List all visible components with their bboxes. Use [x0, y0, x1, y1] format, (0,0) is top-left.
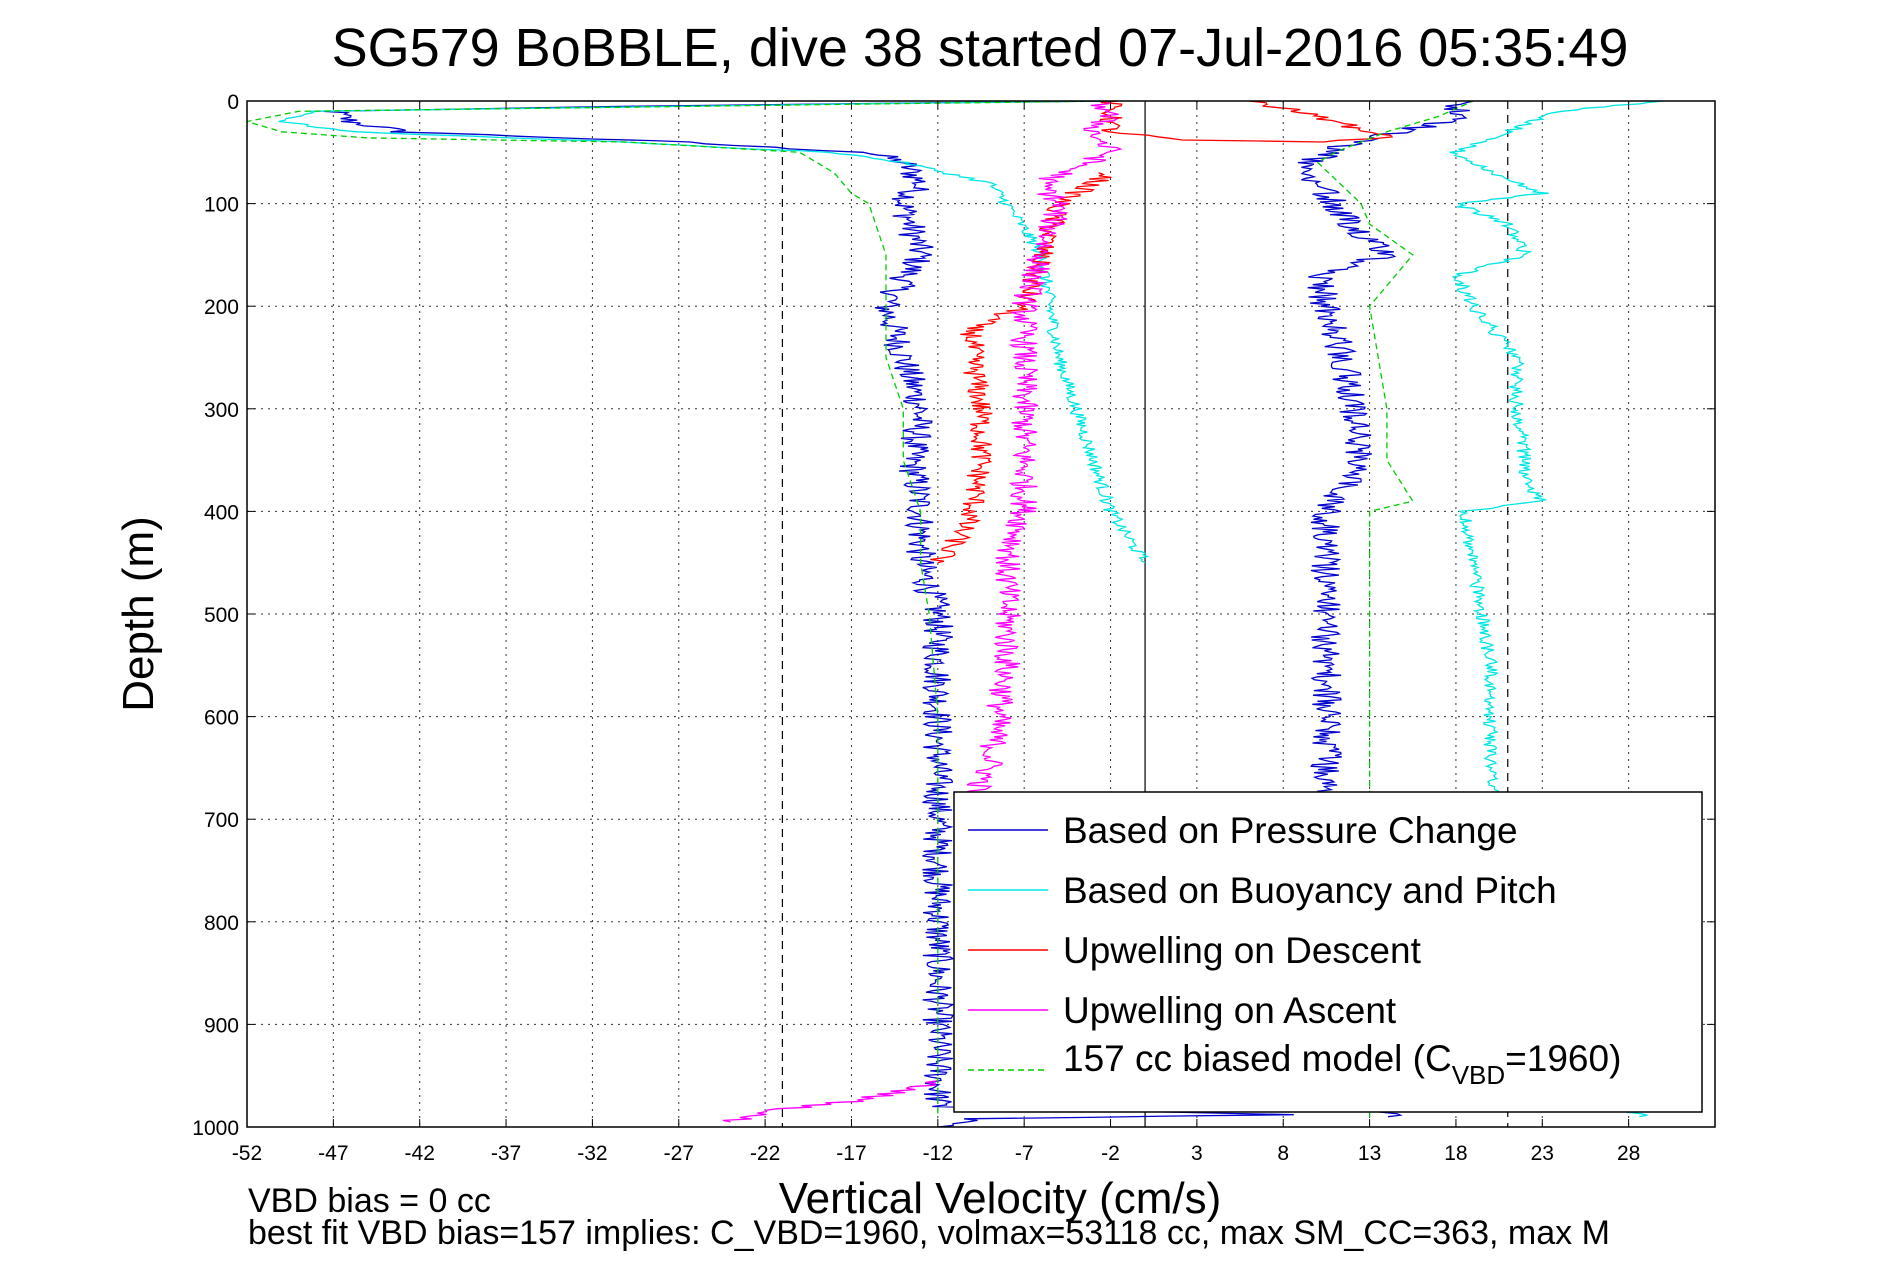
- series-line-2-1: [930, 172, 1112, 564]
- x-axis-label: Vertical Velocity (cm/s): [779, 1174, 1222, 1223]
- legend-label-pressure: Based on Pressure Change: [1063, 810, 1518, 851]
- y-axis-label: Depth (m): [114, 516, 163, 712]
- series-line-1-0: [278, 101, 1150, 564]
- x-tick-label-10: -2: [1101, 1142, 1120, 1165]
- y-tick-label-2: 200: [204, 296, 239, 319]
- y-tick-label-4: 400: [204, 501, 239, 524]
- y-tick-label-9: 900: [204, 1014, 239, 1037]
- x-tick-label-7: -17: [836, 1142, 866, 1165]
- y-tick-label-3: 300: [204, 399, 239, 422]
- y-tick-label-1: 100: [204, 194, 239, 217]
- legend-label-model: 157 cc biased model (CVBD=1960): [1063, 1038, 1621, 1090]
- series-line-3-0: [965, 101, 1123, 800]
- x-tick-label-14: 18: [1444, 1142, 1467, 1165]
- x-tick-label-0: -52: [232, 1142, 262, 1165]
- x-tick-label-15: 23: [1531, 1142, 1554, 1165]
- legend: Based on Pressure Change Based on Buoyan…: [953, 791, 1703, 1113]
- series-lines: [247, 101, 1664, 1127]
- x-tick-label-1: -47: [318, 1142, 348, 1165]
- legend-label-buoyancy: Based on Buoyancy and Pitch: [1063, 870, 1557, 911]
- y-tick-label-8: 800: [204, 912, 239, 935]
- series-line-0-0: [323, 101, 1294, 1127]
- footer-note-fit: best fit VBD bias=157 implies: C_VBD=196…: [248, 1214, 1610, 1252]
- y-tick-label-5: 500: [204, 604, 239, 627]
- footer-note-bias: VBD bias = 0 cc: [248, 1182, 491, 1220]
- x-tick-label-16: 28: [1617, 1142, 1640, 1165]
- series-line-3-1: [722, 1080, 938, 1123]
- legend-label-ascent: Upwelling on Ascent: [1063, 990, 1397, 1031]
- x-tick-label-13: 13: [1358, 1142, 1381, 1165]
- x-tick-label-5: -27: [664, 1142, 694, 1165]
- axis-ticks: -52 -47 -42 -37 -32 -27 -22 -17 -12 -7 -2 3 8 13 18 23 2…: [192, 91, 1715, 1165]
- series-line-4-1: [1316, 101, 1474, 1117]
- y-tick-label-0: 0: [227, 91, 239, 114]
- y-tick-label-10: 1000: [192, 1117, 239, 1140]
- series-line-2-0: [1099, 101, 1394, 143]
- x-tick-label-12: 8: [1277, 1142, 1289, 1165]
- y-tick-label-7: 700: [204, 809, 239, 832]
- y-tick-label-6: 600: [204, 707, 239, 730]
- x-tick-label-4: -32: [577, 1142, 607, 1165]
- x-tick-label-11: 3: [1191, 1142, 1203, 1165]
- x-tick-label-3: -37: [491, 1142, 521, 1165]
- x-tick-label-8: -12: [923, 1142, 953, 1165]
- legend-label-descent: Upwelling on Descent: [1063, 930, 1422, 971]
- x-tick-label-6: -22: [750, 1142, 780, 1165]
- x-tick-label-9: -7: [1015, 1142, 1034, 1165]
- x-tick-label-2: -42: [405, 1142, 435, 1165]
- legend-box: [953, 791, 1703, 1113]
- chart-title: SG579 BoBBLE, dive 38 started 07-Jul-201…: [332, 18, 1629, 78]
- series-line-4-0: [247, 101, 1111, 1117]
